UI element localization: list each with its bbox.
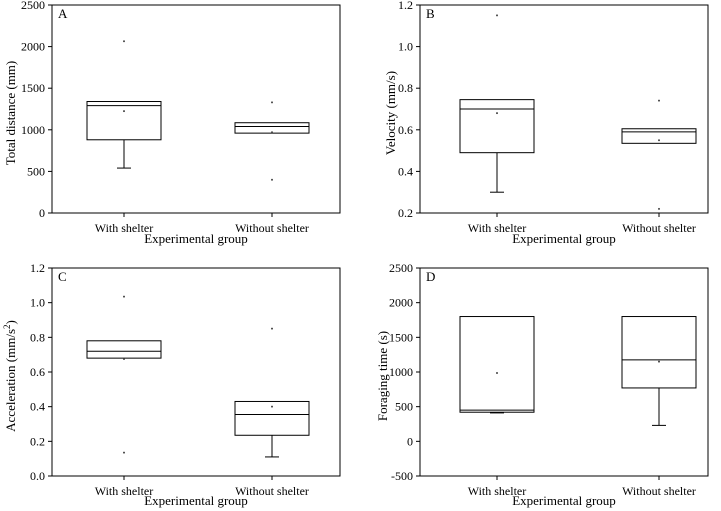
y-tick-label: 500 <box>27 164 45 178</box>
panel-label: A <box>58 6 68 21</box>
plot-frame <box>419 267 709 477</box>
y-tick-label: 1000 <box>389 365 413 379</box>
y-tick-label: 500 <box>395 400 413 414</box>
x-tick-label: Without shelter <box>235 484 309 498</box>
x-tick-label: With shelter <box>95 221 154 235</box>
y-tick-label: 0.2 <box>30 434 45 448</box>
y-tick-label: 1.2 <box>398 0 413 12</box>
x-axis-label: Experimental group <box>144 231 248 246</box>
mean-marker <box>658 139 660 142</box>
y-axis-label: Velocity (mm/s) <box>383 71 398 155</box>
plot-frame <box>419 4 709 214</box>
y-tick-label: 2000 <box>389 296 413 310</box>
y-tick-label: 0 <box>39 206 45 220</box>
y-tick-label: 0.0 <box>30 469 45 483</box>
x-tick-label: With shelter <box>95 484 154 498</box>
y-tick-label: 1500 <box>21 81 45 95</box>
chart-panel-c: 0.0 0.2 0.4 0.6 0.8 1.0 1.2 With shelter Without… <box>2 261 341 508</box>
x-axis-label: Experimental group <box>144 493 248 508</box>
mean-marker <box>658 360 660 363</box>
x-tick-label: With shelter <box>468 221 527 235</box>
outlier-point <box>271 327 273 330</box>
box-with-shelter <box>86 295 162 454</box>
x-tick-label: Without shelter <box>235 221 309 235</box>
x-tick-label: With shelter <box>468 484 527 498</box>
y-tick-label: 0 <box>407 434 413 448</box>
outlier-point <box>271 101 273 104</box>
outlier-point <box>658 99 660 102</box>
box-iqr <box>459 99 535 154</box>
y-tick-label: 2500 <box>389 261 413 275</box>
plot-frame <box>51 4 341 214</box>
outlier-point <box>123 295 125 298</box>
x-axis-label: Experimental group <box>512 493 616 508</box>
box-without-shelter <box>621 99 697 210</box>
y-axis-label: Foraging time (s) <box>375 331 390 421</box>
y-tick-label: 0.2 <box>398 206 413 220</box>
chart-panel-a: 0 500 1000 1500 2000 2500 With shelter Without … <box>3 0 341 246</box>
outlier-point <box>123 451 125 454</box>
box-without-shelter <box>621 316 697 426</box>
mean-marker <box>496 372 498 375</box>
outlier-point <box>496 14 498 17</box>
y-tick-label: 0.4 <box>30 400 45 414</box>
panel-label: B <box>426 6 435 21</box>
box-with-shelter <box>459 14 535 193</box>
outlier-point <box>658 207 660 210</box>
mean-marker <box>271 405 273 408</box>
y-tick-label: 1000 <box>21 123 45 137</box>
y-tick-label: 1.0 <box>398 40 413 54</box>
y-tick-label: -500 <box>391 469 413 483</box>
y-tick-label: 0.8 <box>398 81 413 95</box>
outlier-point <box>271 178 273 181</box>
plot-frame <box>51 267 341 477</box>
panel-label: C <box>58 269 67 284</box>
y-tick-label: 2000 <box>21 40 45 54</box>
box-iqr <box>86 340 162 359</box>
y-tick-label: 2500 <box>21 0 45 12</box>
panel-label: D <box>426 269 435 284</box>
box-without-shelter <box>234 327 310 458</box>
box-iqr <box>459 316 535 413</box>
chart-panel-b: 0.2 0.4 0.6 0.8 1.0 1.2 With shelter Without sh… <box>383 0 709 246</box>
y-tick-label: 0.4 <box>398 164 413 178</box>
x-axis-label: Experimental group <box>512 231 616 246</box>
mean-marker <box>123 110 125 113</box>
mean-marker <box>123 358 125 360</box>
chart-panel-d: -500 0 500 1000 1500 2000 2500 With shelter With… <box>375 261 709 508</box>
box-iqr <box>621 316 697 389</box>
box-with-shelter <box>459 316 535 414</box>
y-tick-label: 0.6 <box>30 365 45 379</box>
y-tick-label: 1.0 <box>30 296 45 310</box>
y-tick-label: 0.8 <box>30 330 45 344</box>
mean-marker <box>496 112 498 115</box>
x-tick-label: Without shelter <box>622 221 696 235</box>
box-with-shelter <box>86 40 162 169</box>
y-tick-label: 1500 <box>389 330 413 344</box>
box-iqr <box>621 128 697 144</box>
box-iqr <box>86 101 162 141</box>
y-axis-label: Total distance (mm) <box>3 61 18 166</box>
box-without-shelter <box>234 101 310 181</box>
mean-marker <box>271 131 273 134</box>
outlier-point <box>123 40 125 43</box>
y-axis-label: Acceleration (mm/s2) <box>2 320 18 432</box>
x-tick-label: Without shelter <box>622 484 696 498</box>
y-tick-label: 1.2 <box>30 261 45 275</box>
y-tick-label: 0.6 <box>398 123 413 137</box>
